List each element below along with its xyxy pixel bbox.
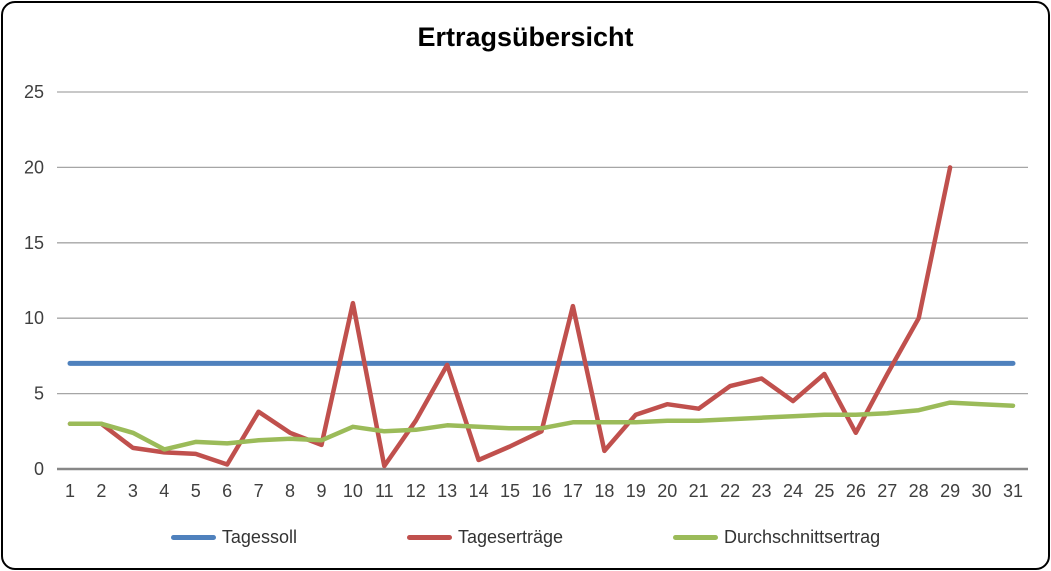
legend-label: Durchschnittsertrag: [724, 527, 881, 547]
x-axis-tick-label: 10: [343, 481, 363, 501]
legend-label: Tagessoll: [221, 527, 297, 547]
x-axis-tick-label: 21: [689, 481, 709, 501]
tagessoll-line-swatch: [170, 535, 216, 540]
series-line-tageserträge: [67, 165, 953, 469]
chart-title: Ertragsübersicht: [417, 22, 634, 52]
tagesertraege-line-swatch: [406, 535, 452, 540]
y-axis-tick-label: 15: [24, 233, 44, 253]
legend-item-durchschnittsertrag: Durchschnittsertrag: [673, 527, 880, 548]
x-axis-tick-label: 12: [406, 481, 426, 501]
legend: Tagessoll Tageserträge Durchschnittsertr…: [0, 527, 1051, 548]
y-axis-tick-label: 25: [24, 82, 44, 102]
legend-item-tagesertraege: Tageserträge: [406, 527, 564, 548]
series-line-durchschnittsertrag: [67, 400, 1016, 452]
legend-item-tagessoll: Tagessoll: [170, 527, 297, 548]
x-axis-tick-label: 7: [254, 481, 264, 501]
x-axis-tick-label: 18: [594, 481, 614, 501]
x-axis-tick-label: 19: [626, 481, 646, 501]
legend-label: Tageserträge: [457, 527, 564, 547]
x-axis-tick-label: 6: [222, 481, 232, 501]
x-axis-tick-label: 4: [159, 481, 169, 501]
x-axis-tick-label: 5: [191, 481, 201, 501]
x-axis-tick-label: 15: [500, 481, 520, 501]
x-axis-tick-label: 26: [846, 481, 866, 501]
x-axis-tick-label: 14: [469, 481, 489, 501]
x-axis-tick-label: 23: [752, 481, 772, 501]
x-axis-tick-label: 1: [65, 481, 75, 501]
y-axis-tick-label: 5: [34, 384, 44, 404]
x-axis-tick-label: 17: [563, 481, 583, 501]
x-axis-tick-label: 16: [531, 481, 551, 501]
x-axis-tick-label: 2: [96, 481, 106, 501]
durchschnittsertrag-line-swatch: [673, 535, 719, 540]
y-axis-tick-label: 20: [24, 157, 44, 177]
x-axis-tick-label: 11: [375, 481, 394, 501]
y-axis-tick-label: 0: [34, 459, 44, 479]
x-axis-tick-label: 29: [940, 481, 960, 501]
x-axis-tick-label: 13: [437, 481, 457, 501]
x-axis-tick-label: 20: [657, 481, 677, 501]
x-axis-tick-label: 30: [972, 481, 992, 501]
x-axis-tick-label: 24: [783, 481, 803, 501]
x-axis-tick-label: 9: [316, 481, 326, 501]
x-axis-tick-label: 27: [877, 481, 897, 501]
x-axis-tick-label: 8: [285, 481, 295, 501]
x-axis-tick-label: 25: [814, 481, 834, 501]
x-axis-tick-label: 28: [909, 481, 929, 501]
x-axis-tick-label: 3: [128, 481, 138, 501]
x-axis-tick-label: 31: [1003, 481, 1023, 501]
y-axis-tick-label: 10: [24, 308, 44, 328]
x-axis-tick-label: 22: [720, 481, 740, 501]
